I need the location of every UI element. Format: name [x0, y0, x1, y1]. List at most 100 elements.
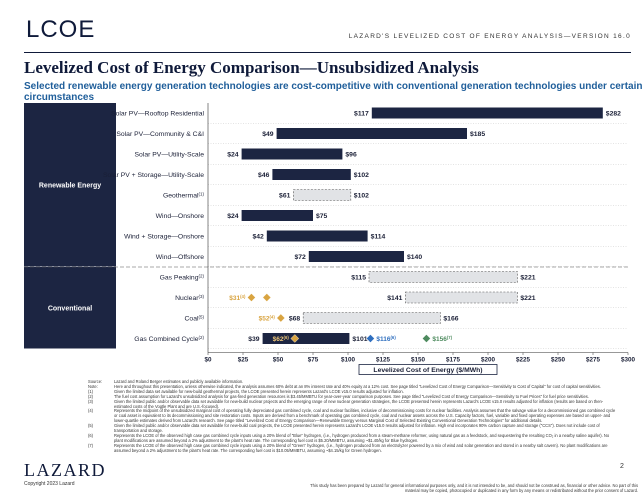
section-box-0	[24, 103, 116, 267]
footnote-row: (1) Given the limited data set available …	[88, 388, 618, 395]
range-bar	[266, 230, 368, 242]
bar-low-label: $24	[227, 152, 239, 159]
range-bar	[262, 333, 350, 344]
footnote-key: (6)	[88, 432, 94, 438]
bar-low-label: $68	[289, 316, 301, 323]
category-label: Gas Peaking(2)	[160, 274, 205, 282]
marker-diamond	[276, 313, 286, 323]
bar-low-label: $42	[252, 234, 264, 241]
category-note: (3)	[199, 294, 205, 299]
bar-low-label: $115	[351, 275, 366, 282]
category-label: Geothermal(1)	[163, 192, 205, 200]
footnote-row: (6) Represents the LCOE of the observed h…	[88, 432, 618, 444]
x-tick-label: $0	[204, 357, 212, 364]
section-label: Renewable Energy	[39, 182, 101, 189]
category-label: Nuclear(3)	[175, 294, 204, 302]
marker-diamond	[290, 334, 300, 343]
footnote-key: (4)	[88, 408, 94, 414]
section-label: Conventional	[48, 305, 92, 312]
footnote-text: Represents the midpoint of the unsubsidi…	[114, 408, 616, 424]
footnote-row: (4) Represents the midpoint of the unsubs…	[88, 409, 618, 424]
x-tick-label: $275	[586, 357, 601, 364]
footnote-key: (1)	[88, 388, 94, 394]
marker-note: (6)	[284, 335, 290, 340]
footnote-row: (7) Represents the LCOE of the observed h…	[88, 442, 618, 454]
bar-high-label: $102	[354, 193, 369, 200]
marker-label: $52(4)	[259, 315, 276, 323]
marker-note: (4)	[270, 315, 276, 320]
bar-high-label: $185	[470, 131, 485, 138]
category-label: Wind + Storage—Onshore	[124, 234, 204, 241]
bar-high-label: $101	[352, 336, 367, 343]
marker-diamond	[262, 293, 272, 302]
bar-high-label: $140	[407, 254, 422, 261]
range-bar	[302, 312, 441, 324]
x-tick-label: $25	[238, 357, 249, 364]
marker-diamond	[247, 293, 256, 302]
x-axis-label: Levelized Cost of Energy ($/MWh)	[373, 367, 482, 374]
logo-text: LCOE	[26, 16, 96, 43]
marker-diamond	[422, 334, 431, 343]
marker-label: $31(4)	[229, 294, 246, 302]
category-label: Solar PV—Rooftop Residential	[111, 111, 204, 118]
x-tick-label: $100	[341, 357, 356, 364]
marker-label: $62(6)	[273, 335, 290, 343]
disclaimer: This study has been prepared by Lazard f…	[310, 483, 638, 493]
bar-low-label: $61	[279, 193, 291, 200]
range-bar	[405, 291, 518, 304]
section-box-1	[24, 267, 116, 349]
range-bar	[272, 169, 351, 180]
marker-note: (6)	[391, 335, 397, 340]
page-subtitle: Selected renewable energy generation tec…	[24, 81, 643, 103]
x-axis-label-box	[358, 364, 498, 375]
bar-high-label: $282	[606, 111, 621, 118]
range-bar	[371, 107, 603, 119]
x-tick-label: $250	[551, 357, 566, 364]
copyright: Copyright 2023 Lazard	[24, 481, 75, 487]
footnote-text: The fuel cost assumption for Lazard's un…	[114, 393, 589, 399]
range-bar	[241, 148, 343, 160]
footnotes: Source: Lazard and Roland Berger estimate…	[88, 379, 618, 454]
footnote-text: Lazard and Roland Berger estimates and p…	[114, 379, 244, 384]
range-bar	[368, 271, 518, 283]
footnote-row: Source: Lazard and Roland Berger estimate…	[88, 379, 618, 385]
bar-high-label: $75	[316, 213, 328, 220]
marker-label: $116(6)	[376, 335, 396, 343]
category-note: (2)	[199, 335, 205, 340]
category-label: Coal(5)	[185, 315, 205, 323]
category-note: (2)	[199, 274, 205, 279]
marker-diamond	[366, 334, 375, 343]
footnote-key: (2)	[88, 393, 94, 399]
report-header-tag: LAZARD'S LEVELIZED COST OF ENERGY ANALYS…	[348, 33, 631, 40]
lazard-logo: LAZARD	[24, 460, 106, 480]
marker-note: (4)	[240, 294, 246, 299]
footnote-row: Note: Here and throughout this presentati…	[88, 383, 618, 390]
header-rule	[24, 52, 631, 53]
lcoe-logo: LCOE	[26, 18, 94, 42]
range-bar	[276, 128, 467, 139]
x-tick-label: $175	[446, 357, 461, 364]
category-label: Gas Combined Cycle(2)	[134, 335, 204, 343]
x-tick-label: $150	[411, 357, 426, 364]
category-note: (1)	[199, 192, 205, 197]
footnote-text: Given the limited public and/or observab…	[114, 398, 604, 409]
footnote-text: Given the limited public and/or observab…	[114, 423, 600, 434]
category-label: Solar PV + Storage—Utility-Scale	[103, 172, 204, 179]
footnote-text: Here and throughout this presentation, u…	[114, 383, 601, 389]
bar-low-label: $24	[227, 213, 239, 220]
bar-low-label: $72	[294, 254, 306, 261]
x-tick-label: $75	[308, 357, 319, 364]
x-tick-label: $225	[516, 357, 531, 364]
x-tick-label: $300	[621, 357, 636, 364]
footnote-row: (2) The fuel cost assumption for Lazard's…	[88, 393, 618, 400]
marker-note: (7)	[447, 335, 453, 340]
bar-low-label: $49	[262, 131, 274, 138]
bar-high-label: $114	[371, 234, 386, 241]
x-tick-label: $50	[273, 357, 284, 364]
footnote-text: Represents the LCOE of the observed high…	[114, 442, 608, 453]
footnote-key: (5)	[88, 423, 94, 429]
category-note: (5)	[199, 315, 205, 320]
range-bar	[241, 210, 313, 221]
page-number: 2	[620, 463, 624, 470]
bar-high-label: $221	[520, 295, 535, 302]
